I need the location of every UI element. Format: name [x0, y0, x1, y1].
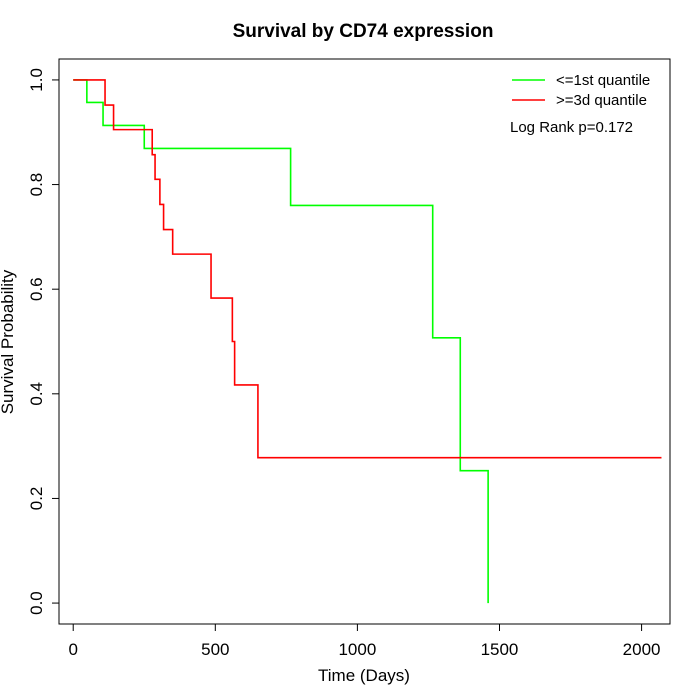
y-tick-label: 0.6 [27, 277, 46, 301]
legend: <=1st quantile >=3d quantile [512, 72, 650, 109]
legend-label-2: >=3d quantile [556, 92, 647, 109]
y-tick-label: 0.4 [27, 382, 46, 406]
log-rank-annotation: Log Rank p=0.172 [510, 119, 633, 136]
y-axis-label: Survival Probability [0, 269, 17, 414]
x-tick-label: 1000 [338, 640, 376, 659]
plot-frame [58, 58, 671, 625]
legend-label-1: <=1st quantile [556, 72, 650, 89]
y-tick-label: 0.0 [27, 591, 46, 615]
y-axis: 0.0 0.2 0.4 0.6 0.8 1.0 [27, 68, 59, 615]
x-axis-label: Time (Days) [318, 666, 410, 685]
y-tick-label: 1.0 [27, 68, 46, 92]
series-layer [73, 79, 662, 604]
y-tick-label: 0.8 [27, 173, 46, 197]
x-tick-label: 1500 [481, 640, 519, 659]
series-line-2 [73, 79, 662, 459]
chart-title: Survival by CD74 expression [233, 21, 494, 42]
series-line-1 [73, 79, 489, 604]
x-tick-label: 0 [68, 640, 77, 659]
y-tick-label: 0.2 [27, 487, 46, 511]
x-tick-label: 2000 [623, 640, 661, 659]
x-axis: 0 500 1000 1500 2000 [68, 624, 660, 659]
x-tick-label: 500 [201, 640, 229, 659]
